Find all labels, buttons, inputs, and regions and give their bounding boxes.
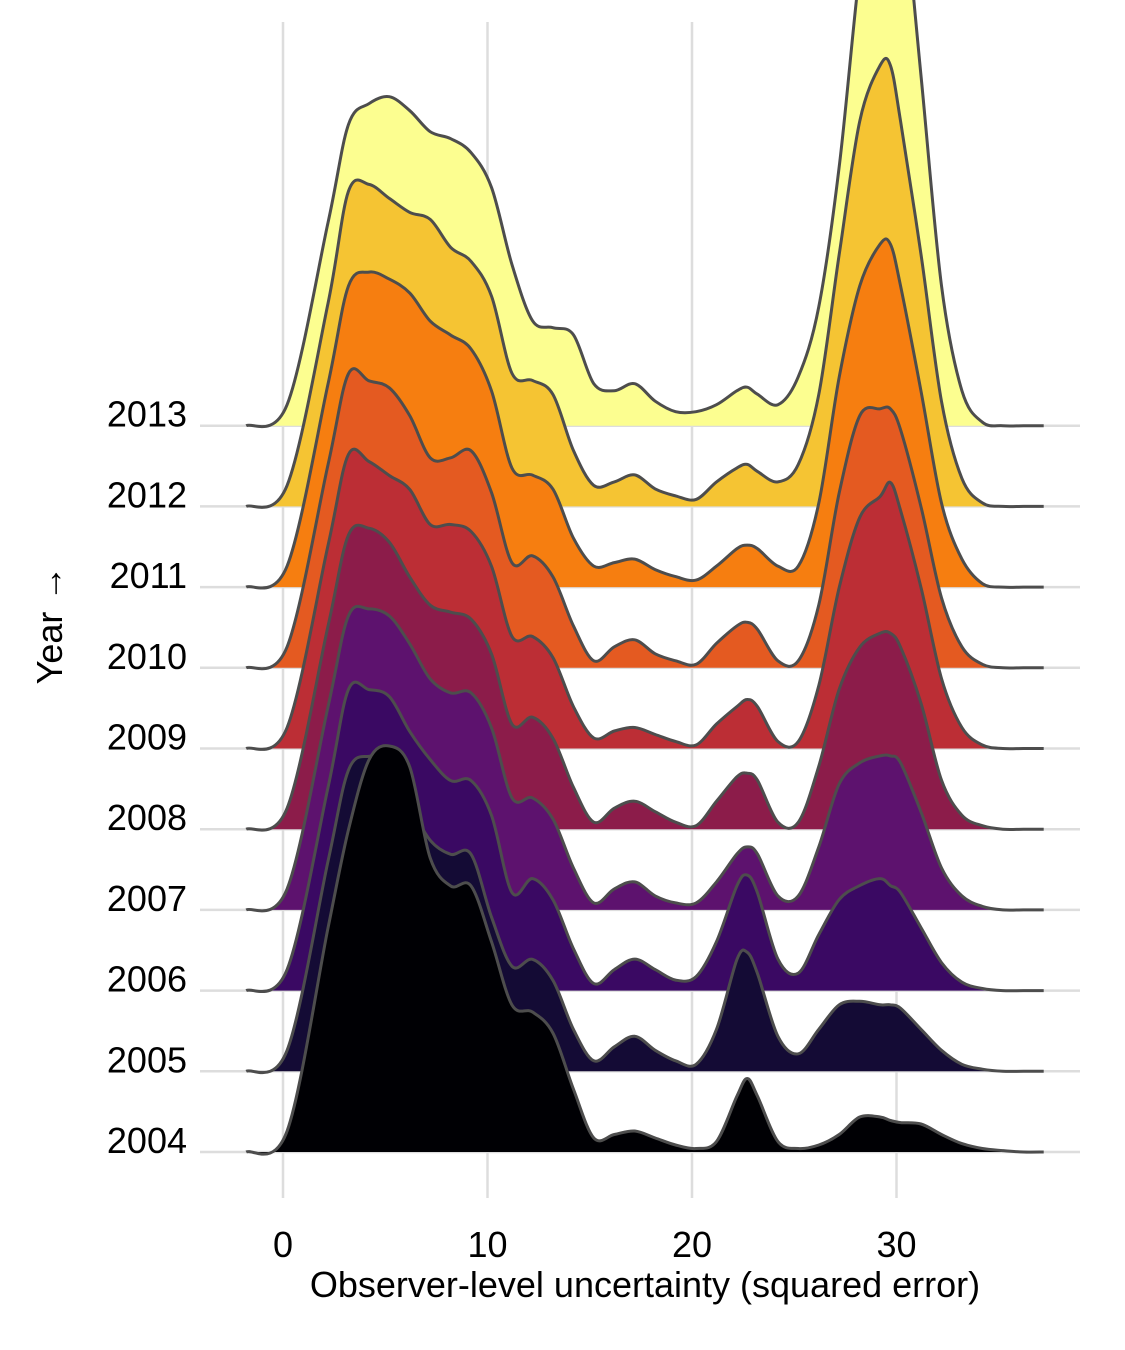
x-axis-title: Observer-level uncertainty (squared erro… [310, 1264, 980, 1305]
y-tick-labels: 2004 2005 2006 2007 2008 2009 2010 2011 2012 2013 [107, 394, 187, 1161]
y-tick-label: 2013 [107, 394, 187, 435]
y-tick-label: 2011 [110, 555, 187, 596]
x-tick-label: 20 [672, 1224, 712, 1265]
ridge-line-2011 [245, 237, 1044, 590]
ridge-area-2004 [246, 745, 1044, 1155]
x-tick-label: 10 [467, 1224, 507, 1265]
y-tick-label: 2004 [107, 1120, 187, 1161]
y-tick-label: 2009 [107, 717, 187, 758]
y-tick-label: 2012 [107, 474, 187, 515]
ridge-line-2009 [245, 447, 1044, 751]
y-tick-label: 2005 [107, 1039, 187, 1080]
y-tick-label: 2008 [107, 797, 187, 838]
ridge-line-2013 [245, 0, 1044, 429]
y-tick-label: 2010 [107, 636, 187, 677]
ridge-line-2010 [245, 367, 1044, 671]
ridge-line-2012 [245, 56, 1044, 509]
y-tick-label: 2007 [107, 878, 187, 919]
ridge-line-2008 [245, 523, 1044, 832]
x-tick-label: 0 [273, 1224, 293, 1265]
y-axis-title: Year → [29, 566, 70, 685]
ridge-series [245, 0, 1044, 1156]
ridge-line-2004 [245, 744, 1044, 1156]
x-tick-labels: 0 10 20 30 [273, 1224, 917, 1265]
ridge-line-2006 [245, 680, 1044, 994]
x-tick-label: 30 [876, 1224, 916, 1265]
y-tick-label: 2006 [107, 959, 187, 1000]
ridge-line-2007 [245, 604, 1044, 913]
